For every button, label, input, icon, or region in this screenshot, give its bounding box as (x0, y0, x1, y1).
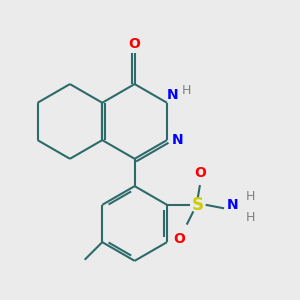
Text: H: H (182, 84, 191, 97)
Text: H: H (246, 212, 255, 224)
Text: N: N (172, 133, 184, 147)
Text: O: O (129, 37, 141, 51)
Text: S: S (192, 196, 204, 214)
Text: O: O (173, 232, 185, 246)
Text: N: N (167, 88, 178, 102)
Text: O: O (194, 166, 206, 180)
Text: H: H (246, 190, 255, 202)
Text: N: N (227, 198, 239, 212)
